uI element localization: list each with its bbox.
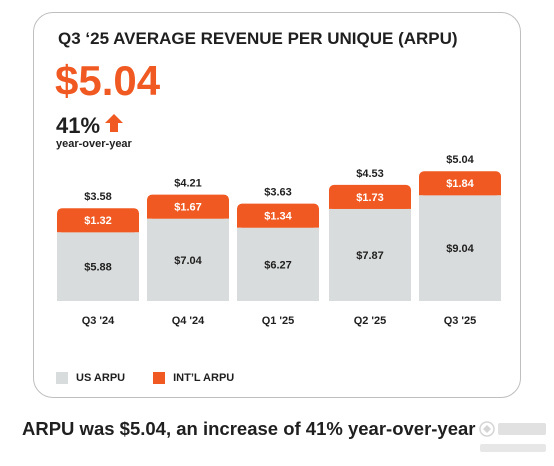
data-label-intl-0: $1.32 xyxy=(84,215,112,227)
legend-label-us: US ARPU xyxy=(76,372,126,384)
data-label-us-4: $9.04 xyxy=(446,243,474,255)
data-label-intl-3: $1.73 xyxy=(356,192,384,204)
x-tick-label-4: Q3 '25 xyxy=(444,315,477,327)
bar-us-0 xyxy=(57,232,139,301)
bar-intl-base-1 xyxy=(147,206,229,219)
x-tick-label-3: Q2 '25 xyxy=(354,315,387,327)
data-label-total-4: $5.04 xyxy=(446,154,474,166)
bar-us-2 xyxy=(237,227,319,301)
legend-item-intl: INT’L ARPU xyxy=(153,372,234,384)
headline-value: $5.04 xyxy=(55,57,161,104)
chart-legend: US ARPU INT’L ARPU xyxy=(56,372,234,384)
x-tick-label-1: Q4 '24 xyxy=(172,315,205,327)
legend-swatch-intl xyxy=(153,372,166,384)
bar-chart: $1.32 $5.88 $3.58 Q3 '24 $1.67 $7.04 $4.21 Q4 '… xyxy=(57,154,501,327)
data-label-us-2: $6.27 xyxy=(264,259,292,271)
growth-value: 41% xyxy=(56,113,101,138)
watermark-logo xyxy=(479,421,546,452)
data-label-intl-4: $1.84 xyxy=(446,178,474,190)
data-label-us-1: $7.04 xyxy=(174,255,202,267)
bar-intl-base-3 xyxy=(329,196,411,209)
data-label-total-2: $3.63 xyxy=(264,187,292,199)
data-label-intl-2: $1.34 xyxy=(264,211,292,223)
bar-intl-base-0 xyxy=(57,220,139,233)
data-label-total-1: $4.21 xyxy=(174,178,202,190)
growth-indicator: 41% xyxy=(56,113,124,139)
legend-label-intl: INT’L ARPU xyxy=(173,372,235,384)
bar-us-3 xyxy=(329,208,411,301)
data-label-intl-1: $1.67 xyxy=(174,202,202,214)
x-tick-label-0: Q3 '24 xyxy=(82,315,115,327)
bar-intl-base-4 xyxy=(419,183,501,196)
bar-us-1 xyxy=(147,218,229,301)
legend-swatch-us xyxy=(56,372,68,384)
data-label-total-3: $4.53 xyxy=(356,168,384,180)
data-label-total-0: $3.58 xyxy=(84,191,112,203)
growth-label: year-over-year xyxy=(56,138,132,150)
caption: ARPU was $5.04, an increase of 41% year-… xyxy=(22,418,476,439)
x-tick-label-2: Q1 '25 xyxy=(262,315,295,327)
data-label-us-0: $5.88 xyxy=(84,262,112,274)
arpu-card: Q3 ‘25 AVERAGE REVENUE PER UNIQUE (ARPU)… xyxy=(33,12,521,398)
bar-intl-base-2 xyxy=(237,215,319,228)
legend-item-us: US ARPU xyxy=(56,372,125,384)
chart-title: Q3 ‘25 AVERAGE REVENUE PER UNIQUE (ARPU) xyxy=(58,29,458,48)
bar-us-4 xyxy=(419,195,501,301)
data-label-us-3: $7.87 xyxy=(356,250,384,262)
arrow-up-icon xyxy=(104,113,124,139)
